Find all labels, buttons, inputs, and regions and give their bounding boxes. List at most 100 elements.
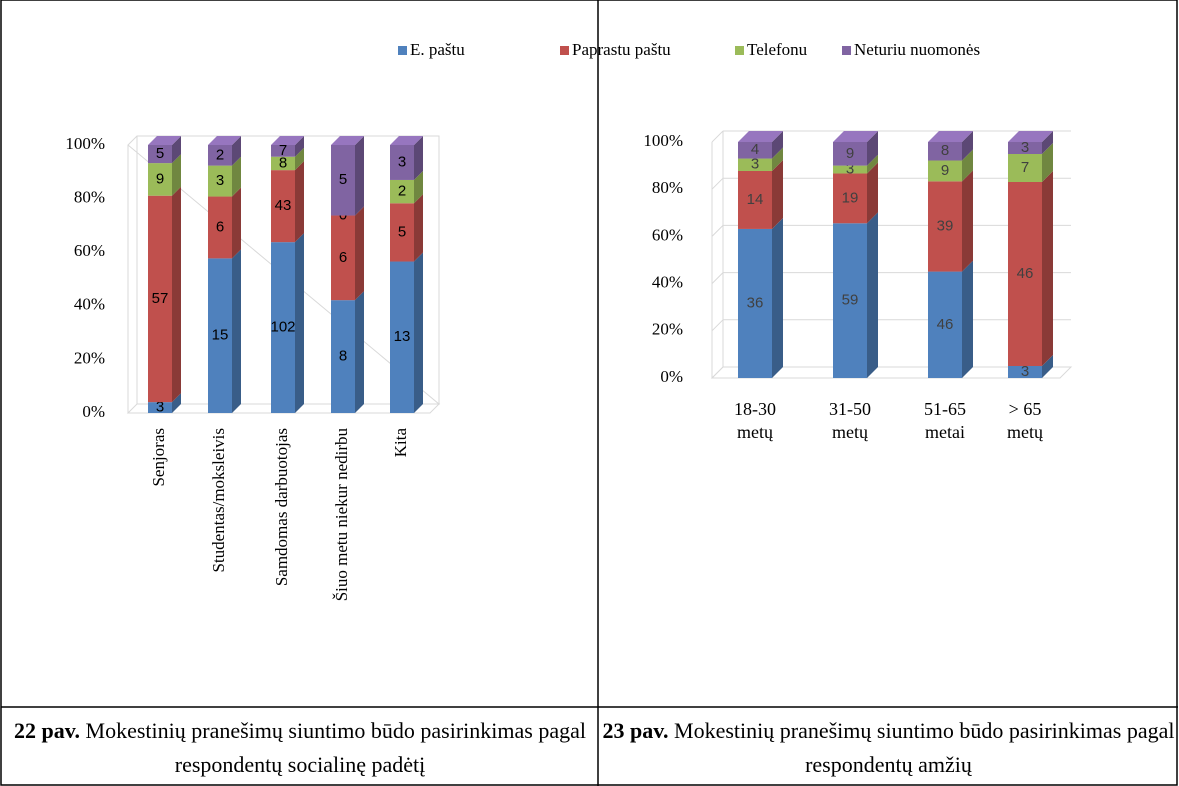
y-tick-label: 40% (652, 273, 683, 292)
y-tick-label: 40% (74, 295, 105, 314)
data-label: 7 (279, 142, 287, 159)
grid-line (711, 177, 724, 190)
data-label: 36 (747, 294, 764, 311)
data-label: 7 (1021, 159, 1029, 176)
legend-swatch (560, 46, 569, 55)
y-tick-label: 0% (82, 402, 105, 421)
bar (331, 145, 355, 216)
bar-top (738, 131, 783, 142)
bar-side (295, 147, 304, 171)
bar-side (962, 149, 973, 182)
bar-side (172, 393, 181, 413)
data-label: 3 (1021, 139, 1029, 156)
legend-swatch (842, 46, 851, 55)
bar (331, 215, 355, 301)
bar (833, 223, 867, 378)
x-tick-label: Samdomas darbuotojas (272, 428, 291, 586)
x-tick-label: > 65 metų (1007, 399, 1043, 442)
bar (928, 271, 962, 378)
bar (738, 228, 772, 378)
data-label: 3 (398, 153, 406, 170)
data-label: 59 (842, 292, 859, 309)
bar-side (962, 170, 973, 272)
y-tick-label: 80% (74, 188, 105, 207)
bar-top (208, 136, 241, 145)
legend-label: Telefonu (747, 40, 808, 59)
data-label: 8 (339, 348, 347, 365)
legend-swatch (735, 46, 744, 55)
bar-side (232, 136, 241, 166)
bar (148, 145, 172, 164)
bar (1008, 154, 1042, 182)
bar (148, 163, 172, 196)
bar (833, 142, 867, 166)
data-label: 43 (275, 197, 292, 214)
x-tick-label: Kita (391, 428, 410, 458)
bar (1008, 366, 1042, 378)
data-label: 9 (846, 145, 854, 162)
data-label: 19 (842, 189, 859, 206)
grid-line (711, 272, 724, 284)
data-label: 4 (751, 141, 759, 158)
caption: 23 pav. Mokestinių pranešimų siuntimo bū… (600, 708, 1177, 784)
bar (1008, 182, 1042, 366)
y-tick-label: 20% (652, 320, 683, 339)
x-tick-label: 18-30 metų (734, 399, 776, 442)
bar-top (271, 136, 304, 145)
y-tick-label: 0% (660, 367, 683, 386)
data-label: 46 (937, 316, 954, 333)
bar-side (355, 291, 364, 413)
x-tick-label: Šiuo metu niekur nedirbu (332, 428, 351, 602)
bar-side (962, 131, 973, 161)
bar-side (295, 136, 304, 157)
bar (271, 170, 295, 243)
data-label: 3 (1021, 363, 1029, 380)
data-label: 102 (270, 319, 295, 336)
bar (928, 181, 962, 272)
data-label: 8 (279, 154, 287, 171)
bar-side (867, 131, 878, 166)
data-label: 14 (747, 191, 764, 208)
bar-side (1042, 355, 1053, 378)
bar (271, 242, 295, 413)
y-tick-label: 60% (74, 241, 105, 260)
data-label: 9 (156, 170, 164, 187)
bar-side (867, 212, 878, 378)
data-label: 13 (394, 328, 411, 345)
bar-side (232, 156, 241, 197)
data-label: 46 (1017, 265, 1034, 282)
data-label: 3 (846, 161, 854, 178)
legend-label: E. paštu (410, 40, 465, 59)
x-tick-label: Senjoras (149, 428, 168, 487)
data-label: 9 (941, 162, 949, 179)
grid-line (711, 366, 724, 379)
y-tick-label: 20% (74, 348, 105, 367)
data-label: 3 (156, 399, 164, 416)
bar-top (928, 131, 973, 142)
bar (208, 165, 232, 197)
data-label: 39 (937, 217, 954, 234)
bar-side (867, 154, 878, 174)
bar (1008, 142, 1042, 154)
bar (208, 258, 232, 413)
caption-text: Mokestinių pranešimų siuntimo būdo pasir… (674, 718, 1175, 777)
legend-label: Paprastu paštu (572, 40, 671, 59)
bar-side (414, 252, 423, 413)
data-label: 2 (216, 146, 224, 163)
caption-label: 23 pav. (602, 718, 669, 743)
bar (738, 142, 772, 159)
bar-side (414, 194, 423, 262)
bar-side (355, 206, 364, 301)
bar-side (232, 187, 241, 259)
data-label: 5 (156, 145, 164, 162)
bar (148, 195, 172, 403)
bar-side (1042, 143, 1053, 182)
bar-side (295, 233, 304, 413)
bar-top (833, 131, 878, 142)
data-label: 6 (216, 218, 224, 235)
data-label: 15 (212, 327, 229, 344)
bar (390, 179, 414, 204)
legend-label: Neturiu nuomonės (854, 40, 980, 59)
data-label: 8 (941, 142, 949, 159)
